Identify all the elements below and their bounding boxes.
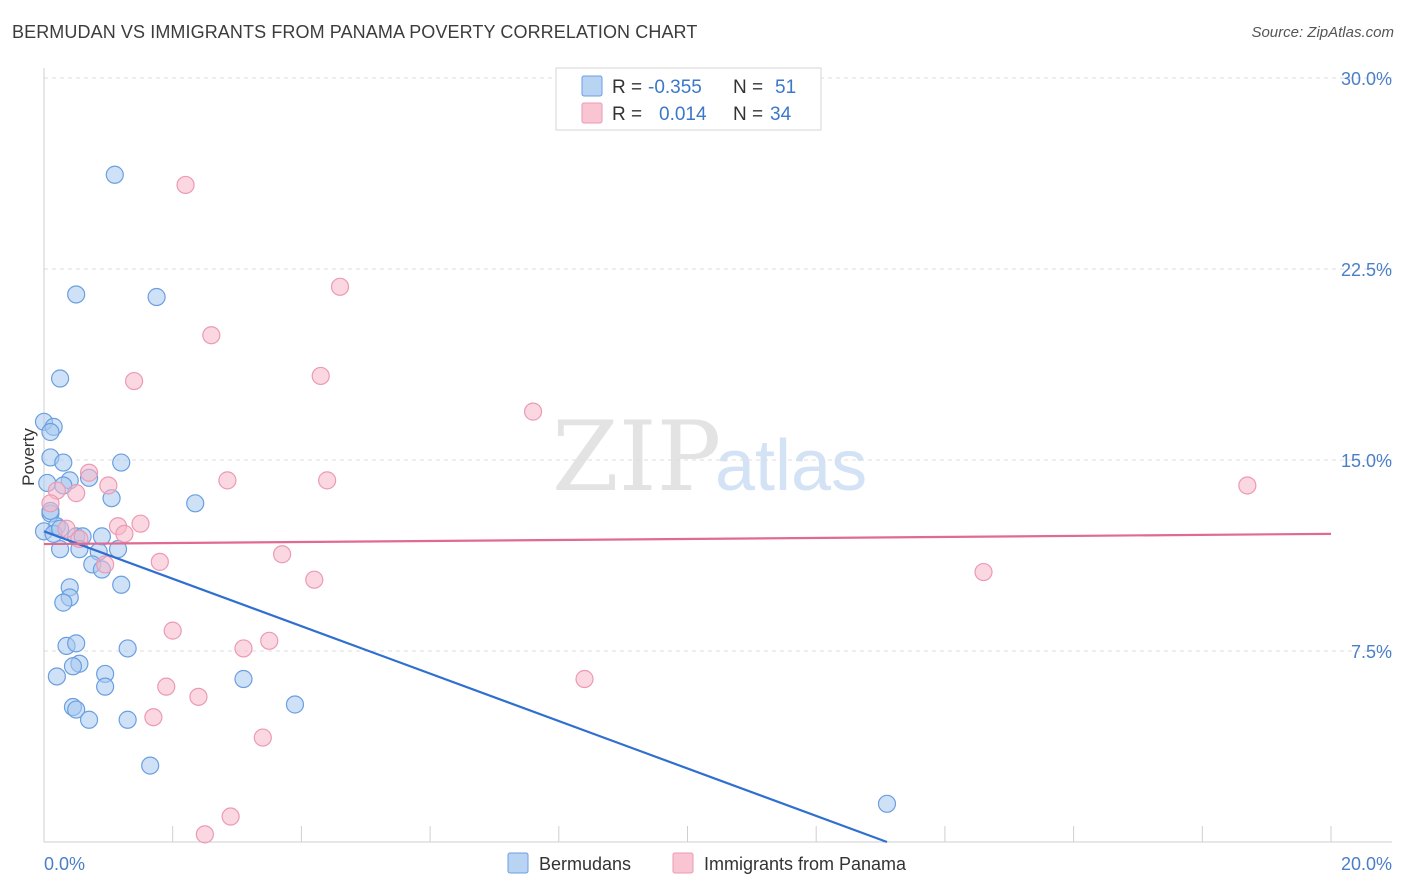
stats-legend-row-bermudans: R = -0.355 N = 51 xyxy=(581,75,796,98)
trend-layer xyxy=(43,530,1332,844)
legend-n-label: N = xyxy=(733,77,763,98)
x-tick-label: 20.0% xyxy=(1341,854,1392,874)
legend-n-value: 34 xyxy=(770,104,792,125)
point-bermudans xyxy=(63,657,83,676)
point-panama xyxy=(260,631,279,650)
point-bermudans xyxy=(234,669,253,689)
point-panama xyxy=(176,175,195,195)
y-tick-label: 7.5% xyxy=(1351,642,1392,662)
source-label: Source: ZipAtlas.com xyxy=(1251,24,1394,41)
x-tick-label: 0.0% xyxy=(44,854,85,874)
point-panama xyxy=(150,552,169,571)
point-bermudans xyxy=(92,527,112,546)
point-panama xyxy=(157,677,176,696)
point-panama xyxy=(311,366,330,386)
point-panama xyxy=(523,402,543,421)
series-legend-label-panama: Immigrants from Panama xyxy=(704,854,907,874)
point-panama xyxy=(195,825,214,844)
tick-labels: 7.5% 15.0% 22.5% 30.0% 0.0% 20.0% xyxy=(44,69,1392,874)
point-panama xyxy=(330,277,350,296)
point-bermudans xyxy=(67,285,86,304)
point-bermudans xyxy=(141,756,160,775)
point-panama xyxy=(96,555,115,574)
legend-r-label: R = xyxy=(612,77,642,98)
point-panama xyxy=(189,687,208,706)
grid-lines xyxy=(44,77,1392,652)
point-panama xyxy=(57,519,76,538)
point-panama xyxy=(218,471,237,490)
point-panama xyxy=(67,484,86,503)
point-panama xyxy=(99,476,118,495)
point-panama xyxy=(575,669,594,689)
legend-n-value: 51 xyxy=(775,77,796,98)
trend-line-bermudans xyxy=(43,530,888,844)
point-panama xyxy=(202,326,221,345)
point-bermudans xyxy=(50,369,70,388)
series-legend-swatch-bermudans xyxy=(507,852,529,874)
stats-legend-row-panama: R = 0.014 N = 34 xyxy=(581,102,792,125)
point-panama xyxy=(221,807,240,826)
point-bermudans xyxy=(41,422,60,442)
point-bermudans xyxy=(67,634,86,653)
point-bermudans xyxy=(54,453,73,472)
point-panama xyxy=(163,621,182,640)
point-panama xyxy=(124,371,144,391)
point-bermudans xyxy=(285,695,305,714)
point-panama xyxy=(974,562,993,582)
point-bermudans xyxy=(112,575,131,594)
point-panama xyxy=(272,545,292,564)
chart-title: BERMUDAN VS IMMIGRANTS FROM PANAMA POVER… xyxy=(12,22,698,42)
series-legend: Bermudans Immigrants from Panama xyxy=(507,852,907,874)
legend-swatch-panama xyxy=(581,102,603,124)
point-panama xyxy=(305,570,324,589)
watermark-zip: ZIP xyxy=(552,401,721,513)
point-panama xyxy=(79,463,99,482)
point-panama xyxy=(1238,476,1257,495)
y-axis-label: Poverty xyxy=(19,428,38,486)
y-tick-label: 15.0% xyxy=(1341,451,1392,471)
point-bermudans xyxy=(118,710,137,729)
point-bermudans xyxy=(877,794,897,813)
point-bermudans xyxy=(54,593,73,612)
watermark-atlas: atlas xyxy=(715,426,867,506)
point-panama xyxy=(131,514,150,533)
point-bermudans xyxy=(67,700,86,719)
point-bermudans xyxy=(186,494,205,513)
point-panama xyxy=(144,708,163,727)
point-panama xyxy=(253,728,272,747)
point-bermudans xyxy=(105,165,124,184)
point-panama xyxy=(41,494,60,513)
series-legend-swatch-panama xyxy=(672,852,694,874)
point-bermudans xyxy=(96,677,115,696)
point-panama xyxy=(318,471,337,490)
point-bermudans xyxy=(47,667,66,686)
legend-swatch-bermudans xyxy=(581,75,603,97)
legend-n-label: N = xyxy=(733,104,763,125)
points-layer xyxy=(34,165,1257,844)
point-bermudans xyxy=(112,453,131,472)
series-legend-label-bermudans: Bermudans xyxy=(539,854,631,874)
y-tick-label: 22.5% xyxy=(1341,260,1392,280)
point-bermudans xyxy=(118,639,137,658)
point-panama xyxy=(234,639,253,658)
point-bermudans xyxy=(79,710,99,729)
legend-r-value: 0.014 xyxy=(659,104,707,125)
legend-r-label: R = xyxy=(612,104,642,125)
point-bermudans xyxy=(147,287,166,307)
point-panama xyxy=(115,524,134,543)
stats-legend: R = -0.355 N = 51 R = 0.014 N = 34 xyxy=(555,67,822,131)
y-tick-label: 30.0% xyxy=(1341,69,1392,89)
watermark: ZIP atlas xyxy=(552,401,867,513)
trend-line-panama xyxy=(43,532,1332,546)
legend-r-value: -0.355 xyxy=(648,77,702,98)
